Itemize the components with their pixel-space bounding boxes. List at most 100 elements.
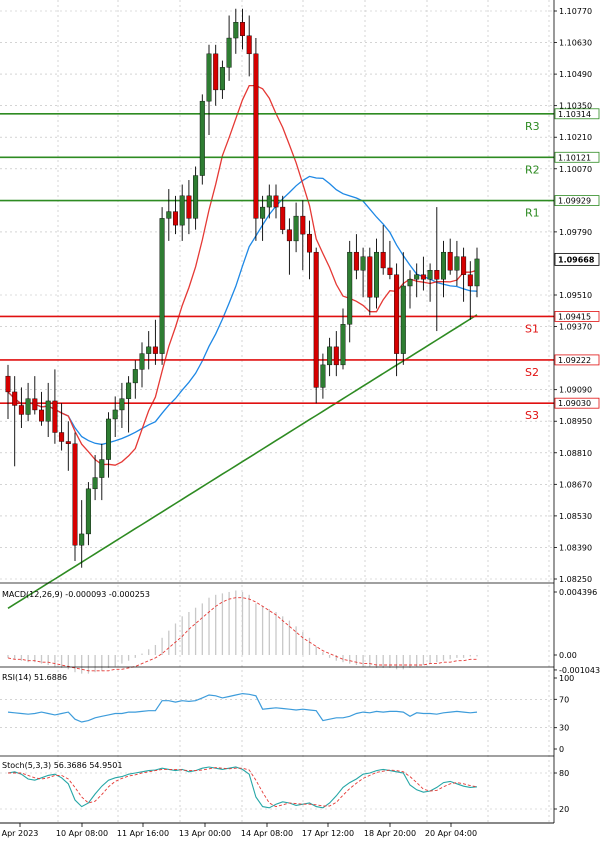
candle-body (5, 375, 11, 393)
candle-body (18, 405, 24, 415)
time-tick-label: 17 Apr 12:00 (302, 829, 354, 838)
price-tick-label: 1.10210 (559, 133, 592, 142)
price-tick-label: 1.08250 (559, 575, 592, 584)
candle-body (387, 267, 393, 275)
candle-body (139, 353, 145, 370)
candle-body (25, 398, 31, 415)
rsi-tick-label: 70 (559, 695, 569, 704)
ma-mid-line (7, 175, 478, 446)
stoch-tick-label: 80 (559, 769, 569, 778)
macd-tick-label: 0.00 (559, 651, 577, 660)
candle-body (206, 53, 212, 102)
candle-body (179, 195, 185, 226)
level-name-r1: R1 (525, 207, 540, 220)
time-tick-label: 10 Apr 08:00 (56, 829, 108, 838)
candle-body (45, 400, 51, 422)
stoch-k-line (7, 766, 478, 809)
candle-body (105, 418, 111, 460)
level-value-label: 1.10314 (558, 110, 591, 119)
candle-body (441, 251, 447, 280)
level-value-label: 1.09415 (558, 312, 591, 321)
level-name-s2: S2 (525, 366, 539, 379)
stoch-label: Stoch(5,3,3) 56.3686 54.9501 (2, 761, 122, 770)
candle-body (253, 53, 259, 219)
candle-body (327, 346, 333, 366)
candle-body (461, 256, 467, 275)
time-tick-label: 20 Apr 04:00 (425, 829, 477, 838)
candle-body (159, 218, 165, 354)
candle-body (300, 215, 306, 235)
candle-body (65, 441, 71, 444)
candle-body (280, 206, 286, 230)
candle-body (340, 324, 346, 366)
candle-body (307, 233, 313, 253)
price-tick-label: 1.10630 (559, 39, 592, 48)
candle-body (239, 22, 245, 36)
level-value-box (554, 108, 600, 120)
stoch-d-line (8, 767, 478, 808)
candle-body (333, 346, 339, 366)
candle-body (260, 206, 266, 219)
level-name-s1: S1 (525, 322, 539, 335)
stoch-panel (0, 766, 554, 810)
price-tick-label: 1.08810 (559, 449, 592, 458)
level-value-box (554, 354, 600, 366)
price-tick-label: 1.08530 (559, 512, 592, 521)
candle-body (293, 215, 299, 242)
price-tick-label: 1.10350 (559, 102, 592, 111)
candle-body (380, 251, 386, 269)
rsi-tick-label: 100 (559, 674, 574, 683)
rsi-line (7, 692, 478, 723)
candle-body (360, 256, 366, 271)
level-value-label: 1.09929 (558, 197, 591, 206)
candle-body (99, 459, 105, 478)
current-price-box (554, 252, 600, 266)
candle-body (313, 251, 319, 388)
macd-panel (7, 590, 478, 674)
price-tick-label: 1.09090 (559, 386, 592, 395)
candle-body (72, 443, 78, 546)
price-panel: R3 1.10314 R2 1.10121 R1 1.09929 S1 1.09415 S2 1.… (0, 8, 600, 609)
time-tick-label: 13 Apr 00:00 (179, 829, 231, 838)
candle-body (172, 211, 178, 226)
current-price-label: 1.09668 (558, 255, 595, 264)
macd-label: MACD(12,26,9) -0.000093 -0.000253 (2, 590, 150, 599)
candle-body (59, 432, 65, 442)
candle-body (273, 195, 279, 208)
candle-body (266, 195, 272, 208)
level-value-box (554, 397, 600, 409)
candle-body (132, 369, 138, 384)
candle-body (233, 22, 239, 39)
candle-body (454, 256, 460, 271)
candle-body (79, 533, 85, 546)
level-value-box (554, 311, 600, 322)
candle-body (92, 477, 98, 490)
candle-body (32, 398, 38, 411)
level-name-r2: R2 (525, 163, 540, 176)
candle-body (112, 409, 118, 420)
candle-body (213, 53, 219, 91)
rsi-tick-label: 30 (559, 724, 569, 733)
candle-body (39, 409, 45, 422)
stoch-tick-label: 20 (559, 805, 569, 814)
ma-slow-line (7, 314, 478, 609)
rsi-label: RSI(14) 51.6886 (2, 673, 67, 682)
candle-body (85, 488, 91, 535)
candle-body (52, 400, 58, 433)
price-tick-label: 1.10770 (559, 7, 592, 16)
candle-body (347, 251, 353, 325)
candle-body (12, 391, 18, 406)
candle-body (193, 175, 199, 219)
macd-tick-label: -0.001043 (559, 666, 600, 675)
price-tick-label: 1.10490 (559, 70, 592, 79)
candle-body (394, 274, 400, 354)
candle-body (199, 100, 205, 176)
candle-body (286, 229, 292, 242)
time-tick-label: 11 Apr 16:00 (117, 829, 169, 838)
candle-body (434, 270, 440, 280)
price-tick-label: 1.09510 (559, 291, 592, 300)
macd-tick-label: 0.004396 (559, 588, 597, 597)
rsi-tick-label: 0 (559, 745, 564, 754)
candle-body (320, 364, 326, 388)
